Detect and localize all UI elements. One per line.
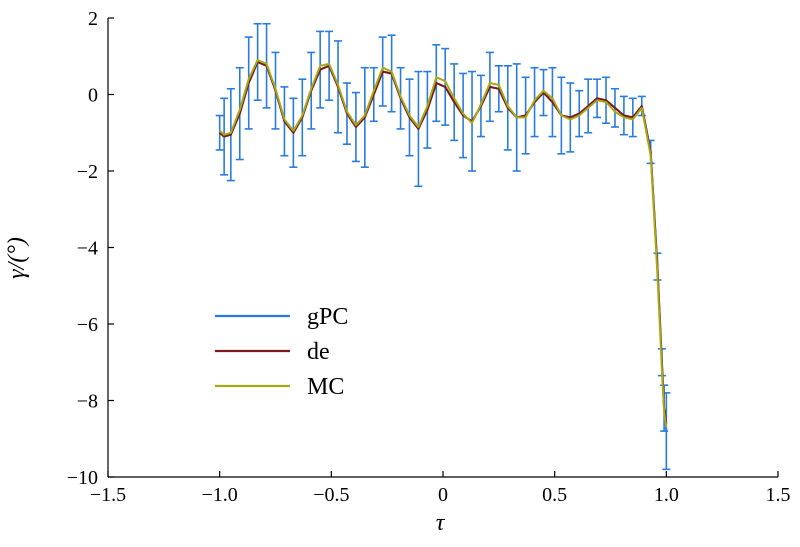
axes-layer: −1.5 −1.0 −0.5 0 0.5 1.0 1.5 −10 −8 −6 −4 −2 0 2 bbox=[67, 8, 791, 506]
legend: gPC de MC bbox=[215, 304, 348, 400]
y-tick-label: −10 bbox=[67, 467, 98, 489]
legend-label: de bbox=[307, 339, 330, 365]
legend-label: MC bbox=[307, 374, 344, 400]
series-mc bbox=[219, 59, 668, 428]
legend-item-gpc: gPC bbox=[215, 304, 348, 330]
y-tick-label: −2 bbox=[77, 161, 98, 183]
y-tick-label: −4 bbox=[77, 238, 98, 260]
x-tick-label: 1.0 bbox=[654, 484, 679, 506]
y-tick-label: 2 bbox=[88, 8, 98, 30]
legend-label: gPC bbox=[307, 304, 348, 330]
x-tick-label: 0.5 bbox=[542, 484, 567, 506]
series-layer bbox=[215, 22, 671, 471]
x-axis-label: τ bbox=[436, 510, 446, 536]
y-tick-label: −6 bbox=[77, 314, 98, 336]
series-de bbox=[219, 61, 668, 424]
y-axis-label: γ/(°) bbox=[4, 237, 30, 279]
y-tick-label: −8 bbox=[77, 391, 98, 413]
x-tick-label: 0 bbox=[438, 484, 448, 506]
x-tick-label: 1.5 bbox=[766, 484, 791, 506]
x-tick-label: −0.5 bbox=[313, 484, 349, 506]
series-gpc bbox=[215, 22, 671, 471]
legend-item-de: de bbox=[215, 339, 330, 365]
series-line-mc bbox=[219, 59, 668, 428]
series-line-de bbox=[219, 61, 668, 424]
y-tick-label: 0 bbox=[88, 85, 98, 107]
legend-item-mc: MC bbox=[215, 374, 344, 400]
x-tick-label: −1.0 bbox=[202, 484, 238, 506]
x-tick-label: −1.5 bbox=[90, 484, 126, 506]
